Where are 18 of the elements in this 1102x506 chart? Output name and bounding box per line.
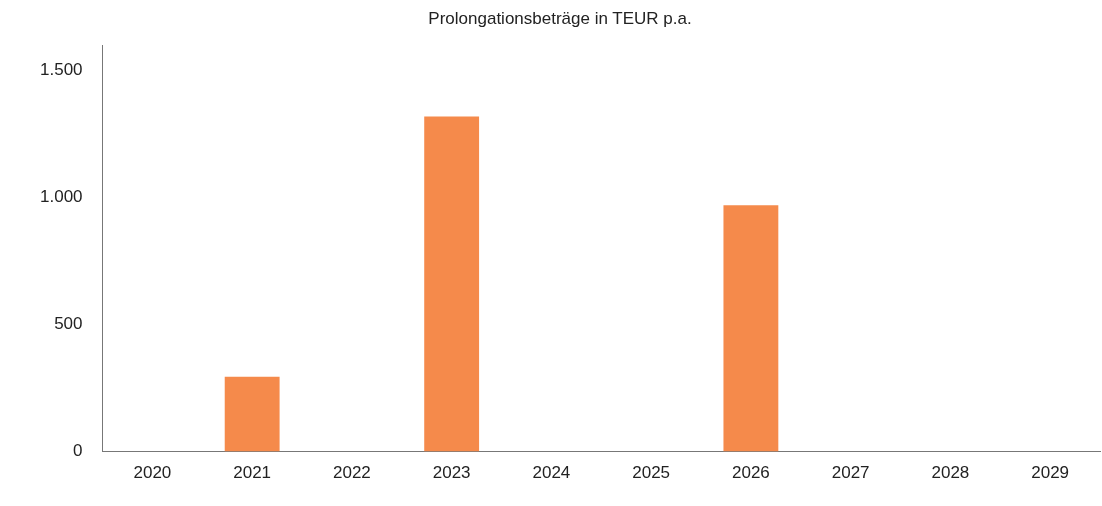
chart-title: Prolongationsbeträge in TEUR p.a. bbox=[428, 8, 692, 28]
x-tick-label: 2023 bbox=[432, 463, 471, 483]
x-tick-label: 2025 bbox=[632, 463, 671, 483]
x-tick-label: 2022 bbox=[332, 463, 371, 483]
y-tick-label: 1.500 bbox=[39, 60, 83, 80]
x-tick-label: 2026 bbox=[731, 463, 770, 483]
x-tick-label: 2029 bbox=[1031, 463, 1070, 483]
y-tick-label: 500 bbox=[54, 314, 83, 334]
x-tick-label: 2028 bbox=[931, 463, 970, 483]
bar bbox=[424, 116, 480, 452]
bar bbox=[224, 376, 280, 452]
y-tick-label: 0 bbox=[73, 441, 83, 461]
x-tick-label: 2021 bbox=[233, 463, 272, 483]
x-tick-label: 2020 bbox=[133, 463, 172, 483]
x-tick-label: 2027 bbox=[831, 463, 870, 483]
x-tick-label: 2024 bbox=[532, 463, 571, 483]
y-tick-label: 1.000 bbox=[39, 187, 83, 207]
bar bbox=[723, 205, 779, 452]
